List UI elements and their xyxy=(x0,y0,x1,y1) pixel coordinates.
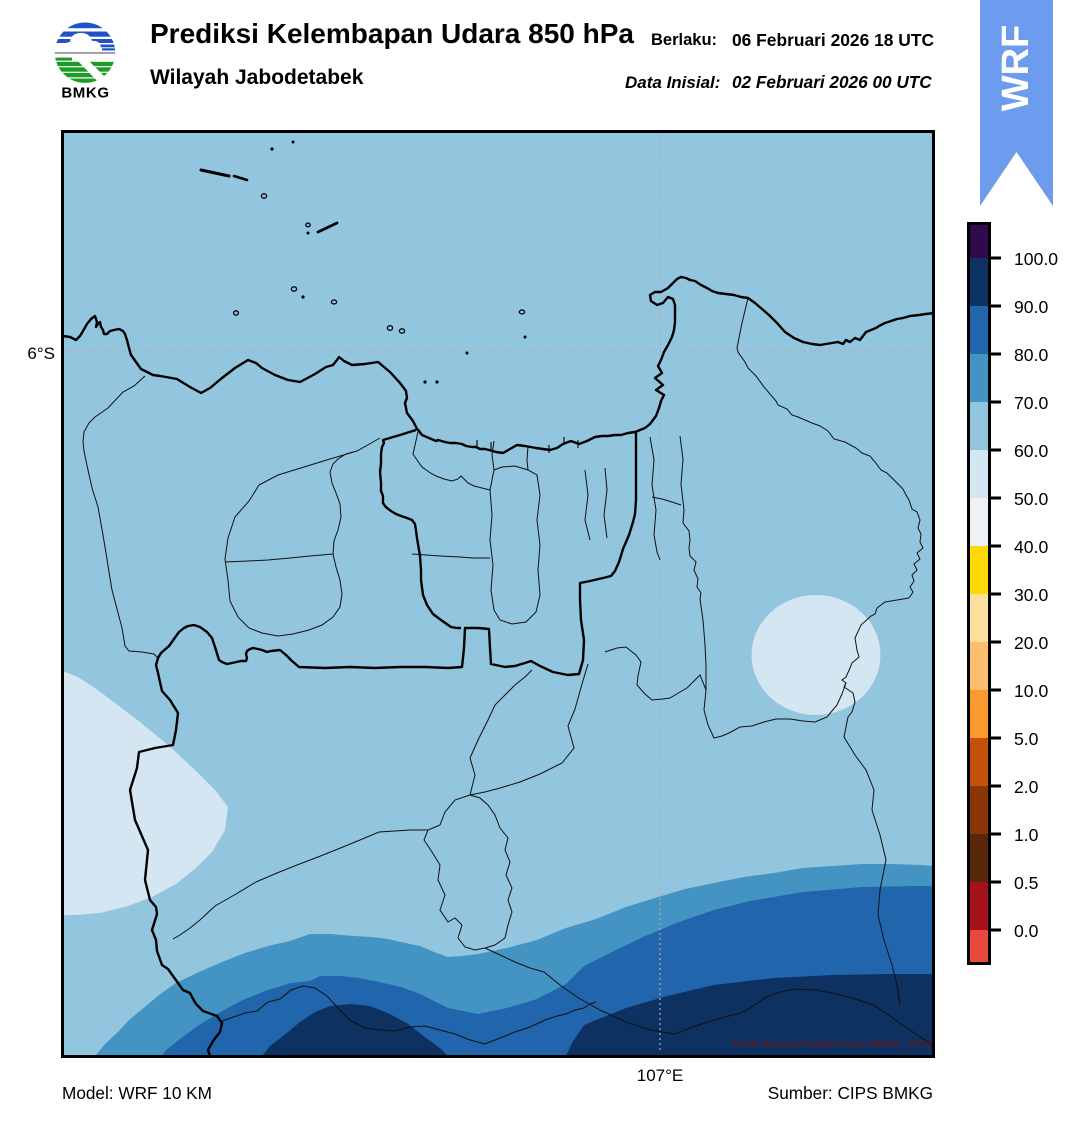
svg-text:2.0: 2.0 xyxy=(1014,777,1039,797)
svg-text:50.0: 50.0 xyxy=(1014,489,1048,509)
svg-text:WRF: WRF xyxy=(995,25,1037,112)
svg-text:5.0: 5.0 xyxy=(1014,729,1039,749)
svg-text:©Sub Bidang Prediksi Cuaca BMK: ©Sub Bidang Prediksi Cuaca BMKG, 2026 xyxy=(732,1038,931,1050)
svg-text:10.0: 10.0 xyxy=(1014,681,1048,701)
svg-text:30.0: 30.0 xyxy=(1014,585,1048,605)
svg-text:60.0: 60.0 xyxy=(1014,441,1048,461)
svg-text:20.0: 20.0 xyxy=(1014,633,1048,653)
svg-text:0.0: 0.0 xyxy=(1014,921,1039,941)
svg-text:90.0: 90.0 xyxy=(1014,297,1048,317)
svg-text:70.0: 70.0 xyxy=(1014,393,1048,413)
svg-text:100.0: 100.0 xyxy=(1014,249,1058,269)
svg-text:0.5: 0.5 xyxy=(1014,873,1039,893)
svg-text:80.0: 80.0 xyxy=(1014,345,1048,365)
svg-text:1.0: 1.0 xyxy=(1014,825,1039,845)
svg-text:40.0: 40.0 xyxy=(1014,537,1048,557)
svg-text:BMKG: BMKG xyxy=(61,85,109,102)
